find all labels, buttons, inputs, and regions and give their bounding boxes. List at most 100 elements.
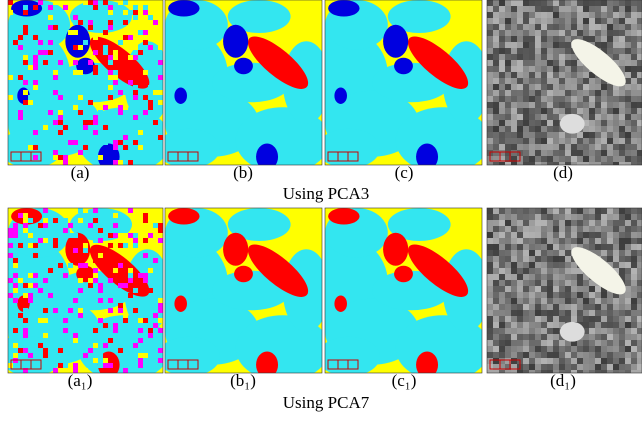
pixel (499, 6, 505, 12)
pixel (118, 90, 123, 95)
pixel (583, 304, 589, 310)
pixel (613, 0, 619, 6)
pixel (613, 292, 619, 298)
region (8, 336, 63, 373)
pixel (23, 218, 28, 223)
pixel (595, 244, 601, 250)
pixel (625, 78, 631, 84)
pixel (113, 145, 118, 150)
pixel (487, 0, 493, 6)
legend-box (30, 359, 42, 370)
pixel (601, 96, 607, 102)
pixel (493, 280, 499, 286)
pixel (637, 298, 642, 304)
pixel (595, 328, 601, 334)
pixel (595, 0, 601, 6)
pixel (631, 358, 637, 364)
pixel (517, 0, 523, 6)
pixel (499, 298, 505, 304)
pixel (571, 108, 577, 114)
pixel (33, 55, 38, 60)
pixel (13, 70, 18, 75)
pixel (113, 328, 118, 333)
pixel (108, 55, 113, 60)
pixel (637, 232, 642, 238)
pixel (559, 54, 565, 60)
pixel (595, 78, 601, 84)
pixel (53, 368, 58, 373)
pixel (73, 233, 78, 238)
panel-label: (a) (71, 163, 90, 182)
pixel (607, 226, 613, 232)
pixel (493, 78, 499, 84)
pixel (637, 358, 642, 364)
pixel (133, 95, 138, 100)
pixel (123, 368, 128, 373)
pixel (559, 108, 565, 114)
pixel (487, 262, 493, 268)
pixel (123, 318, 128, 323)
pixel (535, 54, 541, 60)
pixel (619, 268, 625, 274)
pixel (583, 30, 589, 36)
pixel (517, 250, 523, 256)
pixel (595, 150, 601, 156)
pixel (535, 6, 541, 12)
pixel (138, 358, 143, 363)
pixel (529, 340, 535, 346)
pixel (547, 132, 553, 138)
pixel (571, 24, 577, 30)
pixel (589, 18, 595, 24)
pixel (571, 90, 577, 96)
pixel (505, 48, 511, 54)
pixel (637, 6, 642, 12)
pixel (113, 323, 118, 328)
pixel (505, 102, 511, 108)
pixel (505, 12, 511, 18)
pixel (631, 268, 637, 274)
pixel (48, 110, 53, 115)
pixel (93, 273, 98, 278)
pixel (517, 286, 523, 292)
pixel (133, 343, 138, 348)
pixel (505, 370, 511, 373)
pixel (571, 78, 577, 84)
pixel (637, 30, 642, 36)
pixel (523, 150, 529, 156)
pixel (631, 126, 637, 132)
pixel (153, 90, 158, 95)
pixel (553, 144, 559, 150)
pixel (547, 60, 553, 66)
pixel (613, 126, 619, 132)
pixel (559, 226, 565, 232)
pixel (523, 226, 529, 232)
pixel (583, 232, 589, 238)
pixel (601, 220, 607, 226)
pixel (28, 283, 33, 288)
pixel (517, 310, 523, 316)
pixel (529, 36, 535, 42)
pixel (535, 310, 541, 316)
pixel (487, 280, 493, 286)
pixel (619, 132, 625, 138)
pixel (133, 140, 138, 145)
bright-region (571, 247, 626, 295)
pixel (601, 286, 607, 292)
pixel (535, 90, 541, 96)
pixel (607, 370, 613, 373)
pixel (88, 25, 93, 30)
pixel (535, 346, 541, 352)
pixel (625, 114, 631, 120)
pixel (637, 18, 642, 24)
pixel (601, 120, 607, 126)
pixel (8, 253, 13, 258)
pixel (637, 370, 642, 373)
region (165, 336, 220, 373)
pixel (88, 20, 93, 25)
pixel (625, 256, 631, 262)
pixel (523, 268, 529, 274)
pixel (148, 353, 153, 358)
pixel (493, 208, 499, 214)
pixel (625, 328, 631, 334)
pixel (103, 0, 108, 5)
